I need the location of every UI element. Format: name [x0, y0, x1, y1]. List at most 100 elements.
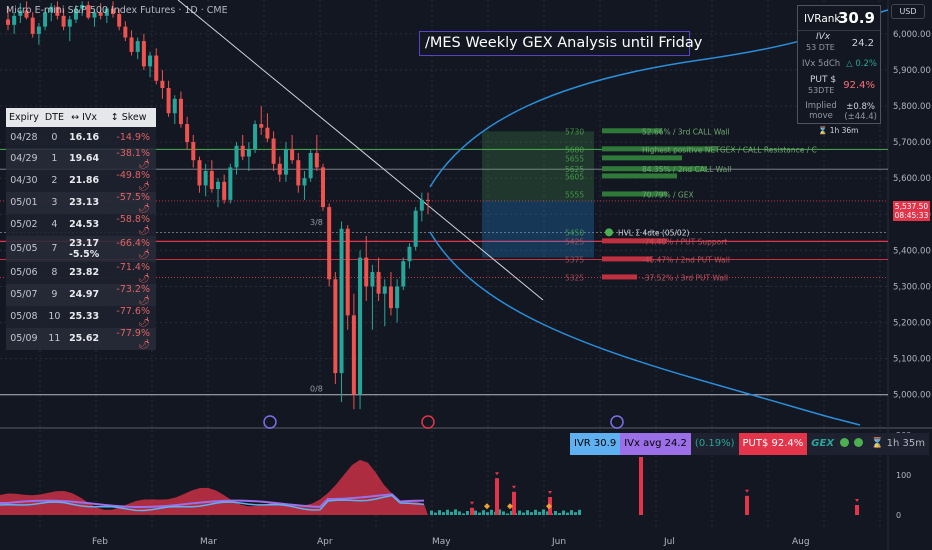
candle-body [73, 8, 78, 20]
implied-sub: (±44.4) [844, 112, 877, 122]
ivx-cell: 16.16 [66, 127, 102, 148]
gex-histogram-bar [498, 509, 501, 515]
candle-body [376, 272, 381, 294]
put-spike-bar [639, 457, 643, 515]
candle-body [407, 246, 412, 262]
put-spike-bar [470, 507, 474, 515]
skew-value: -38.1% [116, 147, 150, 159]
y-tick-label: 5,600.00 [893, 174, 931, 184]
ivx-cell: 25.33 [66, 305, 102, 328]
candle-body [30, 17, 35, 34]
dte-cell: 10 [41, 305, 67, 328]
candle-body [86, 5, 91, 18]
gex-strike-label: 5605 [565, 172, 584, 181]
downside-range-box [482, 200, 594, 258]
candle-body [172, 98, 177, 114]
event-marker-icon [610, 415, 624, 429]
ivx-cell: 24.53 [66, 213, 102, 236]
gex-bar [602, 155, 682, 161]
expiry-table-header: Expiry DTE ↔ IVx ↕ Skew [6, 108, 156, 127]
dte-cell: 11 [41, 327, 67, 350]
candle-body [12, 15, 17, 25]
put-value: 92.4% [843, 80, 875, 91]
gex-histogram-bar [454, 509, 457, 515]
candle-body [321, 167, 325, 208]
gex-histogram-bar [566, 512, 569, 515]
candle-body [129, 37, 134, 52]
table-row: 05/02 4 24.53 -58.8% 🌶 [6, 213, 156, 236]
dte-cell: 2 [41, 169, 67, 192]
gex-histogram-bar [482, 510, 485, 515]
gex-histogram-bar [518, 510, 521, 515]
gex-histogram-bar [570, 510, 573, 515]
status-change: (0.19%) [690, 433, 739, 455]
expiry-cell: 04/29 [6, 147, 42, 170]
candle-body [166, 88, 171, 114]
skew-value: -77.9% [116, 327, 150, 339]
gex-histogram-bar [526, 510, 529, 515]
gex-bar [602, 128, 662, 134]
gex-strike-label: 5425 [565, 237, 584, 246]
dte-cell: 9 [41, 283, 67, 306]
ivx-change: -5.5% [68, 248, 100, 260]
candle-body [80, 5, 85, 9]
skew-value: -57.5% [116, 191, 150, 203]
expiry-cell: 05/08 [6, 305, 42, 328]
candle-body [197, 160, 202, 186]
pepper-icon: 🌶 [137, 294, 150, 306]
down-arrow-icon [855, 499, 859, 502]
put-spike-bar [512, 491, 516, 515]
table-row: 04/28 0 16.16 -14.9% [6, 127, 156, 148]
ivx-sub: 53 DTE [806, 43, 835, 52]
table-row: 05/09 11 25.62 -77.9% 🌶 [6, 327, 156, 350]
gex-histogram-bar [542, 509, 545, 515]
candle-body [358, 257, 363, 395]
signal-diamond-icon [507, 503, 513, 510]
indicator-status-bar: IVR 30.9 IVx avg 24.2 (0.19%) PUT$ 92.4%… [570, 433, 929, 455]
gex-strike-label: 5375 [565, 255, 584, 264]
candle-body [6, 19, 10, 25]
table-row: 05/05 7 23.17 -5.5% -66.4% 🌶 [6, 235, 156, 262]
gex-histogram-bar [510, 511, 513, 515]
pepper-icon: 🌶 [137, 224, 150, 236]
ivx-value: 23.17 [69, 237, 100, 249]
skew-value: -49.8% [116, 169, 150, 181]
pepper-icon: 🌶 [137, 248, 150, 260]
status-gex: GEX [807, 433, 867, 455]
candle-body [395, 286, 400, 309]
ivx-cell: 19.64 [66, 147, 102, 170]
analysis-title-box[interactable]: /MES Weekly GEX Analysis until Friday [419, 31, 702, 56]
gex-strike-label: 5450 [565, 228, 584, 237]
y-tick-label: 5,000.00 [893, 391, 931, 401]
candle-body [259, 124, 264, 128]
skew-value: -73.2% [116, 283, 150, 295]
pepper-icon: 🌶 [137, 338, 150, 350]
candle-body [178, 98, 183, 125]
candle-body [148, 55, 153, 67]
status-put: PUT$ 92.4% [738, 433, 808, 455]
candle-body [222, 181, 227, 200]
down-arrow-icon [745, 489, 749, 493]
gex-level-label: -45.47% / 2nd PUT Wall [642, 255, 730, 264]
pepper-icon: 🌶 [137, 158, 150, 170]
dte-cell: 7 [41, 235, 67, 262]
skew-value: -66.4% [116, 237, 150, 249]
x-tick-label: Mar [200, 537, 217, 547]
gex-strike-label: 5325 [565, 273, 584, 282]
candle-body [123, 26, 128, 38]
currency-button[interactable]: USD [891, 4, 925, 19]
gex-histogram-bar [438, 510, 441, 515]
candle-body [327, 207, 332, 280]
skew-value: -58.8% [116, 213, 150, 225]
status-ivx-avg: IVx avg 24.2 [620, 433, 691, 455]
candle-body [18, 10, 23, 16]
indicator-axis-label: 0 [896, 511, 901, 520]
expiry-cell: 04/28 [6, 127, 42, 148]
y-tick-label: 5,100.00 [893, 355, 931, 365]
skew-cell: -66.4% 🌶 [101, 235, 156, 262]
candle-body [36, 26, 41, 34]
lower-move-curve [429, 231, 861, 426]
ivx-cell: 23.82 [66, 261, 102, 284]
ivrank-value: 30.9 [837, 9, 875, 27]
candle-body [49, 6, 54, 13]
